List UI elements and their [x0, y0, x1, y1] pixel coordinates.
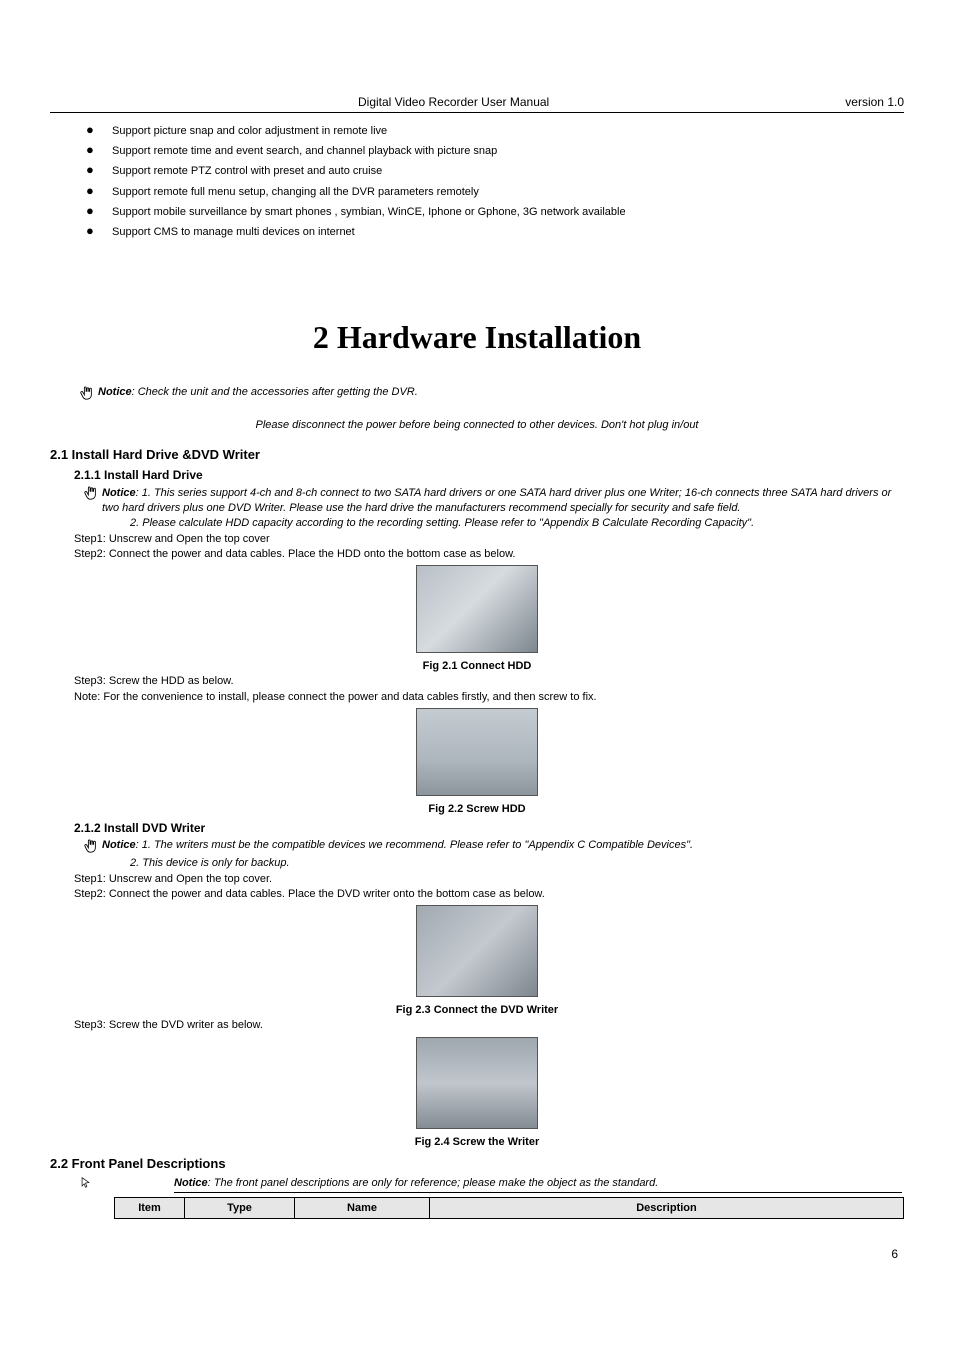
page-header: Digital Video Recorder User Manual versi… [50, 0, 904, 112]
front-panel-table: Item Type Name Description [114, 1197, 904, 1219]
list-item: Support remote PTZ control with preset a… [86, 165, 904, 178]
notice-label: Notice [102, 487, 136, 499]
hand-icon [80, 386, 94, 403]
figure-2-1: Fig 2.1 Connect HDD [50, 565, 904, 672]
step-text: Step3: Screw the HDD as below. [74, 674, 904, 688]
step-text: Step1: Unscrew and Open the top cover. [74, 872, 904, 886]
section-2-1-heading: 2.1 Install Hard Drive &DVD Writer [50, 447, 904, 462]
notice-22-body: Notice: The front panel descriptions are… [174, 1177, 902, 1193]
center-warning: Please disconnect the power before being… [50, 419, 904, 431]
list-item: Support mobile surveillance by smart pho… [86, 206, 904, 219]
notice-label: Notice [174, 1177, 208, 1189]
header-title: Digital Video Recorder User Manual [358, 95, 549, 109]
chapter-title: 2 Hardware Installation [50, 319, 904, 356]
note-text: Note: For the convenience to install, pl… [74, 690, 904, 704]
hand-icon [84, 486, 98, 503]
step-text: Step3: Screw the DVD writer as below. [74, 1018, 904, 1032]
th-type: Type [185, 1197, 295, 1218]
figure-image [416, 708, 538, 796]
header-version: version 1.0 [845, 95, 904, 109]
section-2-2-heading: 2.2 Front Panel Descriptions [50, 1156, 904, 1171]
notice-22-text: : The front panel descriptions are only … [208, 1177, 659, 1189]
notice-22: Notice: The front panel descriptions are… [80, 1177, 904, 1193]
list-item: Support remote full menu setup, changing… [86, 186, 904, 199]
figure-image [416, 565, 538, 653]
list-text: Support CMS to manage multi devices on i… [112, 226, 355, 238]
figure-caption: Fig 2.3 Connect the DVD Writer [50, 1004, 904, 1016]
figure-caption: Fig 2.1 Connect HDD [50, 660, 904, 672]
notice-211: Notice: 1. This series support 4-ch and … [84, 486, 904, 516]
figure-2-4: Fig 2.4 Screw the Writer [50, 1037, 904, 1148]
notice-212: Notice: 1. The writers must be the compa… [84, 839, 904, 856]
table-header-row: Item Type Name Description [115, 1197, 904, 1218]
list-text: Support picture snap and color adjustmen… [112, 125, 387, 137]
list-item: Support picture snap and color adjustmen… [86, 125, 904, 138]
notice-211-line2: 2. Please calculate HDD capacity accordi… [130, 516, 904, 531]
th-name: Name [295, 1197, 430, 1218]
section-2-1-1-heading: 2.1.1 Install Hard Drive [74, 468, 904, 482]
figure-caption: Fig 2.2 Screw HDD [50, 803, 904, 815]
pointer-icon [80, 1177, 94, 1191]
notice-text: : Check the unit and the accessories aft… [132, 386, 418, 398]
header-rule [50, 112, 904, 113]
feature-list: Support picture snap and color adjustmen… [86, 125, 904, 239]
step-text: Step2: Connect the power and data cables… [74, 887, 904, 901]
notice-text-wrap: Notice: Check the unit and the accessori… [98, 386, 418, 398]
notice-label: Notice [98, 386, 132, 398]
step-text: Step2: Connect the power and data cables… [74, 547, 904, 561]
th-description: Description [430, 1197, 904, 1218]
figure-2-3: Fig 2.3 Connect the DVD Writer [50, 905, 904, 1016]
notice-212-line2: 2. This device is only for backup. [130, 856, 904, 871]
notice-block: Notice: Check the unit and the accessori… [80, 386, 904, 403]
list-text: Support remote full menu setup, changing… [112, 186, 479, 198]
page-number: 6 [50, 1247, 904, 1261]
notice-211-body: Notice: 1. This series support 4-ch and … [102, 486, 904, 516]
figure-2-2: Fig 2.2 Screw HDD [50, 708, 904, 815]
section-2-1-2-heading: 2.1.2 Install DVD Writer [74, 821, 904, 835]
notice-label: Notice [102, 839, 136, 851]
hand-icon [84, 839, 98, 856]
list-text: Support mobile surveillance by smart pho… [112, 206, 626, 218]
list-text: Support remote PTZ control with preset a… [112, 165, 382, 177]
step-text: Step1: Unscrew and Open the top cover [74, 532, 904, 546]
th-item: Item [115, 1197, 185, 1218]
notice-211-line1: : 1. This series support 4-ch and 8-ch c… [102, 487, 891, 514]
notice-212-line1: : 1. The writers must be the compatible … [136, 839, 693, 851]
figure-image [416, 1037, 538, 1129]
list-item: Support remote time and event search, an… [86, 145, 904, 158]
list-text: Support remote time and event search, an… [112, 145, 497, 157]
figure-image [416, 905, 538, 997]
list-item: Support CMS to manage multi devices on i… [86, 226, 904, 239]
notice-212-body: Notice: 1. The writers must be the compa… [102, 839, 693, 851]
figure-caption: Fig 2.4 Screw the Writer [50, 1136, 904, 1148]
